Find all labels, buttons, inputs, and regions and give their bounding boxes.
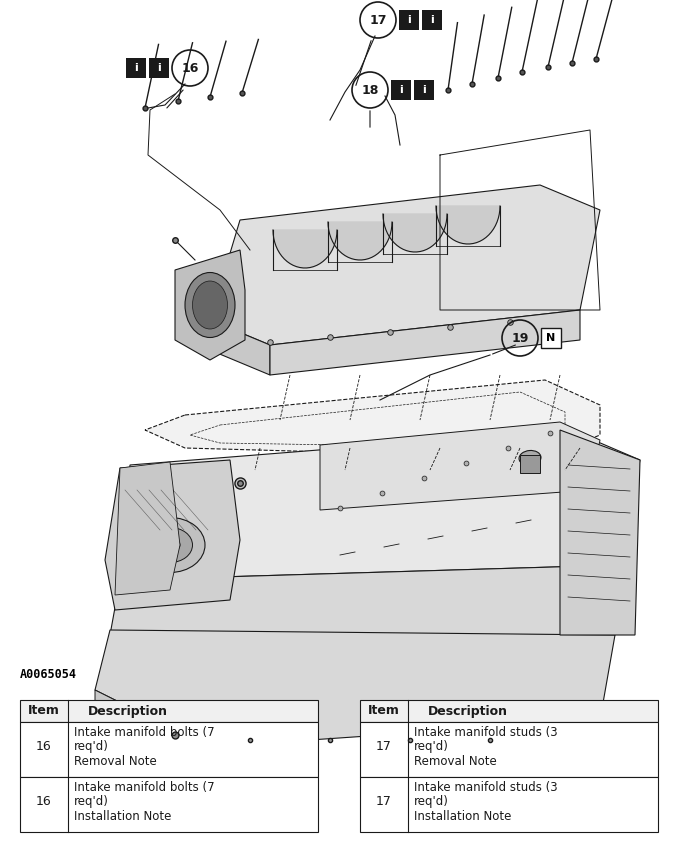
- Text: 17: 17: [369, 14, 387, 26]
- Ellipse shape: [185, 273, 235, 337]
- Polygon shape: [115, 462, 180, 595]
- Polygon shape: [210, 185, 600, 345]
- Polygon shape: [120, 430, 640, 580]
- Ellipse shape: [193, 281, 227, 329]
- Text: Description: Description: [428, 705, 508, 717]
- FancyBboxPatch shape: [399, 10, 419, 30]
- Ellipse shape: [135, 517, 205, 573]
- Text: req'd): req'd): [414, 740, 449, 753]
- Text: i: i: [399, 85, 403, 95]
- Polygon shape: [110, 565, 620, 635]
- Text: Intake manifold studs (3: Intake manifold studs (3: [414, 726, 558, 739]
- Text: N: N: [547, 333, 556, 343]
- Text: Intake manifold studs (3: Intake manifold studs (3: [414, 780, 558, 793]
- Ellipse shape: [160, 537, 180, 553]
- FancyBboxPatch shape: [149, 58, 169, 78]
- Text: 17: 17: [376, 795, 392, 809]
- Bar: [360, 777, 658, 832]
- Polygon shape: [328, 222, 392, 260]
- Text: Item: Item: [368, 705, 400, 717]
- Bar: [360, 700, 658, 722]
- Text: req'd): req'd): [74, 740, 109, 753]
- Text: i: i: [157, 63, 161, 73]
- FancyBboxPatch shape: [126, 58, 146, 78]
- Polygon shape: [560, 430, 640, 635]
- Text: req'd): req'd): [414, 795, 449, 808]
- Polygon shape: [383, 214, 447, 252]
- Text: 16: 16: [36, 795, 52, 809]
- Ellipse shape: [519, 451, 541, 465]
- Text: i: i: [407, 15, 411, 25]
- Text: Intake manifold bolts (7: Intake manifold bolts (7: [74, 780, 215, 793]
- Text: 16: 16: [181, 61, 199, 74]
- Bar: [20, 777, 318, 832]
- Text: Removal Note: Removal Note: [74, 755, 157, 768]
- Text: 17: 17: [376, 740, 392, 753]
- Bar: [360, 722, 658, 777]
- Text: Installation Note: Installation Note: [74, 809, 171, 822]
- Polygon shape: [210, 320, 270, 375]
- Polygon shape: [175, 250, 245, 360]
- Polygon shape: [95, 690, 155, 750]
- FancyBboxPatch shape: [414, 80, 434, 100]
- FancyBboxPatch shape: [391, 80, 411, 100]
- Bar: [20, 700, 318, 722]
- Polygon shape: [105, 460, 240, 610]
- Text: 16: 16: [36, 740, 52, 753]
- Text: Installation Note: Installation Note: [414, 809, 511, 822]
- Text: i: i: [134, 63, 138, 73]
- Text: Item: Item: [28, 705, 60, 717]
- Ellipse shape: [147, 527, 193, 562]
- Text: i: i: [422, 85, 426, 95]
- Polygon shape: [270, 310, 580, 375]
- Text: A0065054: A0065054: [20, 668, 77, 681]
- Polygon shape: [320, 422, 600, 510]
- Polygon shape: [436, 206, 500, 244]
- Text: Description: Description: [88, 705, 168, 717]
- Text: Intake manifold bolts (7: Intake manifold bolts (7: [74, 726, 215, 739]
- Polygon shape: [273, 230, 337, 268]
- Text: 18: 18: [361, 83, 379, 96]
- Bar: [20, 722, 318, 777]
- Text: 19: 19: [511, 331, 529, 344]
- Bar: [520, 455, 540, 473]
- FancyBboxPatch shape: [422, 10, 442, 30]
- Polygon shape: [95, 630, 615, 740]
- Text: req'd): req'd): [74, 795, 109, 808]
- Text: i: i: [430, 15, 434, 25]
- FancyBboxPatch shape: [541, 328, 561, 348]
- Text: Removal Note: Removal Note: [414, 755, 497, 768]
- Polygon shape: [145, 380, 600, 458]
